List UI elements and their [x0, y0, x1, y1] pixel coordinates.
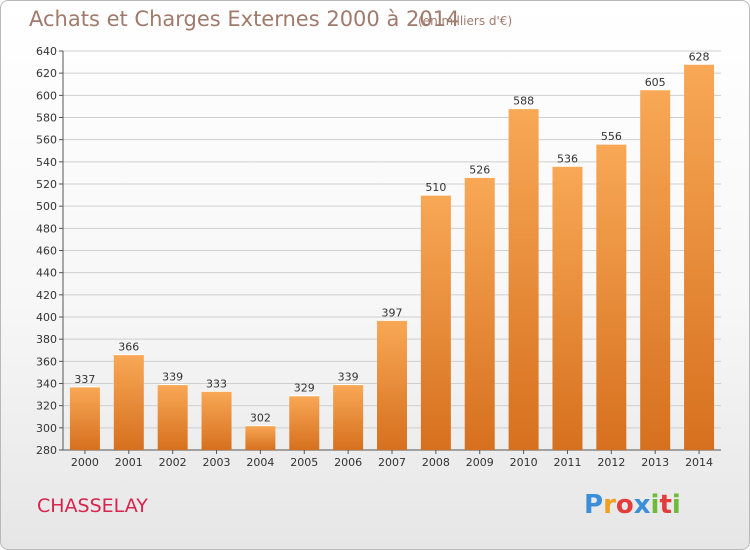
x-tick-label: 2010 — [510, 456, 538, 469]
logo-letter: o — [615, 490, 634, 520]
bar-value-label: 628 — [689, 50, 710, 63]
x-tick-label: 2007 — [378, 456, 406, 469]
y-tick-label: 520 — [36, 178, 57, 191]
bar — [552, 166, 583, 450]
bar — [157, 384, 188, 450]
bar — [245, 425, 276, 450]
y-tick-label: 320 — [36, 400, 57, 413]
x-tick-label: 2001 — [115, 456, 143, 469]
x-tick-label: 2013 — [641, 456, 669, 469]
bar-value-label: 588 — [513, 95, 534, 108]
y-tick-label: 460 — [36, 245, 57, 258]
bar-value-label: 329 — [294, 382, 315, 395]
logo-letter: i — [650, 490, 660, 520]
y-tick-label: 340 — [36, 378, 57, 391]
y-tick-label: 620 — [36, 67, 57, 80]
bar-value-label: 339 — [162, 371, 183, 384]
x-tick-label: 2003 — [203, 456, 231, 469]
logo-letter: i — [671, 490, 681, 520]
logo-letter: P — [584, 490, 604, 520]
y-tick-label: 500 — [36, 200, 57, 213]
bar-value-label: 536 — [557, 152, 578, 165]
bars — [69, 63, 715, 451]
labels: 280 300 320 340 360 380 400 420 440 460 480 500 520 5… — [36, 45, 713, 469]
bar — [640, 89, 671, 451]
bar-value-label: 556 — [601, 130, 622, 143]
y-tick-label: 480 — [36, 222, 57, 235]
y-tick-label: 540 — [36, 156, 57, 169]
logo-letter: t — [659, 490, 672, 520]
x-tick-label: 2006 — [334, 456, 362, 469]
bar — [684, 64, 715, 451]
chart-subtitle: (en milliers d'€) — [418, 14, 513, 28]
bar — [333, 384, 364, 450]
x-tick-label: 2012 — [597, 456, 625, 469]
bar — [464, 177, 495, 450]
bar-value-label: 510 — [425, 181, 446, 194]
logo-letter: x — [633, 490, 651, 520]
y-tick-label: 580 — [36, 112, 57, 125]
bar — [377, 320, 407, 450]
logo-letter: r — [603, 490, 616, 520]
bar — [201, 391, 232, 450]
bar-value-label: 337 — [74, 373, 95, 386]
bar-value-label: 526 — [469, 163, 490, 176]
y-tick-label: 280 — [36, 444, 57, 457]
bar-value-label: 605 — [645, 76, 666, 89]
bar-value-label: 397 — [382, 306, 403, 319]
proxiti-logo: Proxiti — [584, 490, 681, 520]
bar-value-label: 366 — [118, 341, 139, 354]
y-tick-label: 640 — [36, 45, 57, 58]
y-tick-label: 300 — [36, 422, 57, 435]
x-tick-label: 2008 — [422, 456, 450, 469]
x-tick-label: 2011 — [553, 456, 581, 469]
y-tick-label: 420 — [36, 289, 57, 302]
x-tick-label: 2000 — [71, 456, 99, 469]
bar-value-label: 302 — [250, 412, 271, 425]
y-tick-label: 400 — [36, 311, 57, 324]
y-tick-label: 600 — [36, 89, 57, 102]
x-tick-label: 2014 — [685, 456, 713, 469]
bar — [69, 386, 100, 450]
bar — [420, 195, 451, 450]
y-tick-label: 440 — [36, 267, 57, 280]
bar — [113, 354, 144, 450]
bar — [508, 108, 539, 450]
bar-value-label: 339 — [338, 371, 359, 384]
x-tick-label: 2005 — [290, 456, 318, 469]
y-tick-label: 560 — [36, 134, 57, 147]
y-tick-label: 360 — [36, 355, 57, 368]
bar — [289, 395, 320, 450]
town-name: CHASSELAY — [37, 495, 148, 517]
y-tick-label: 380 — [36, 333, 57, 346]
bar — [596, 144, 627, 450]
x-tick-label: 2002 — [159, 456, 187, 469]
x-tick-label: 2004 — [246, 456, 274, 469]
bar-value-label: 333 — [206, 377, 227, 390]
x-tick-label: 2009 — [466, 456, 494, 469]
chart-title: Achats et Charges Externes 2000 à 2014 — [29, 7, 460, 31]
